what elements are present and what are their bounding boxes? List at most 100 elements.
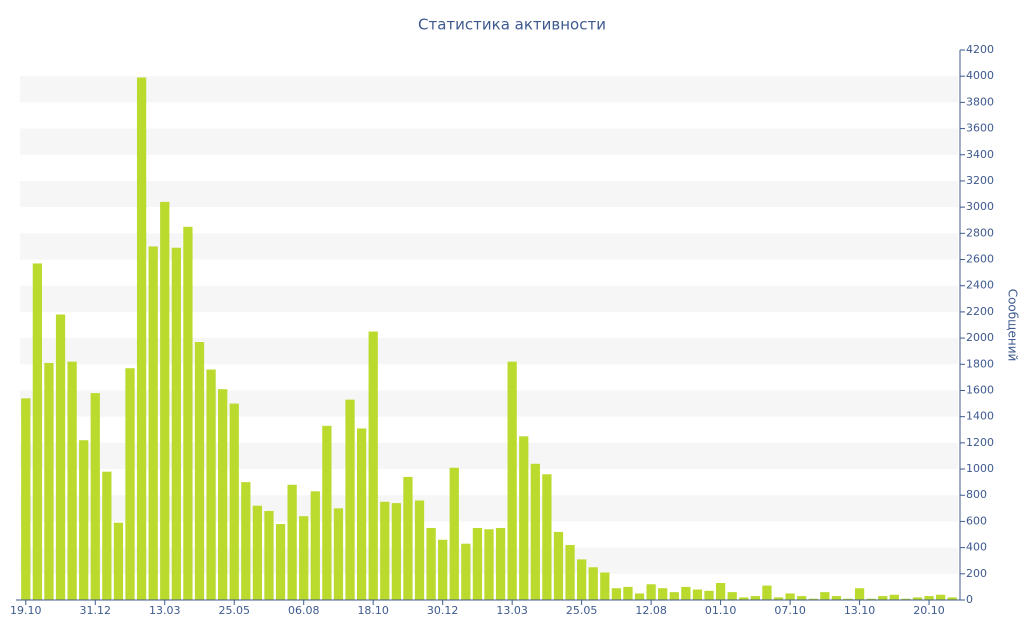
bar bbox=[113, 522, 124, 600]
bar bbox=[507, 361, 517, 600]
bar bbox=[658, 588, 668, 600]
bar bbox=[495, 527, 506, 600]
grid-band bbox=[20, 128, 958, 155]
x-tick-label: 30.12 bbox=[427, 604, 459, 617]
y-axis-label: Сообщений bbox=[1006, 289, 1020, 362]
bar bbox=[472, 527, 483, 600]
y-tick-label: 2200 bbox=[966, 305, 994, 318]
bar bbox=[692, 589, 703, 600]
bar bbox=[183, 226, 193, 601]
bar bbox=[299, 516, 309, 600]
bar bbox=[727, 592, 737, 600]
bar bbox=[218, 389, 228, 600]
bar bbox=[21, 398, 31, 600]
bar bbox=[461, 543, 471, 600]
bar bbox=[438, 539, 448, 600]
bar bbox=[924, 596, 934, 600]
x-tick-label: 06.08 bbox=[288, 604, 320, 617]
x-tick-label: 13.03 bbox=[496, 604, 528, 617]
x-tick-label: 20.10 bbox=[913, 604, 945, 617]
bar bbox=[414, 500, 425, 600]
bar bbox=[820, 592, 830, 600]
grid-band bbox=[20, 180, 958, 208]
y-tick-label: 1600 bbox=[966, 383, 994, 396]
bar bbox=[125, 368, 135, 600]
bar bbox=[264, 510, 274, 600]
bar bbox=[530, 463, 540, 600]
bar bbox=[333, 508, 344, 600]
grid-band bbox=[20, 76, 958, 103]
bar bbox=[878, 596, 888, 600]
y-tick-label: 3400 bbox=[966, 148, 994, 161]
bar bbox=[588, 567, 598, 600]
x-tick-label: 13.10 bbox=[844, 604, 876, 617]
bar bbox=[449, 467, 459, 600]
bar bbox=[866, 598, 876, 600]
bar bbox=[252, 505, 263, 600]
y-tick-label: 4000 bbox=[966, 69, 994, 82]
x-tick-label: 01.10 bbox=[705, 604, 737, 617]
y-tick-label: 400 bbox=[966, 541, 987, 554]
bar bbox=[739, 597, 749, 600]
bar bbox=[773, 597, 784, 600]
y-tick-label: 2000 bbox=[966, 331, 994, 344]
x-tick-label: 07.10 bbox=[774, 604, 806, 617]
bar bbox=[403, 476, 413, 600]
bar bbox=[171, 247, 181, 600]
y-tick-label: 200 bbox=[966, 567, 987, 580]
bar bbox=[785, 593, 795, 600]
bar bbox=[935, 594, 946, 600]
bar bbox=[368, 331, 378, 600]
bar bbox=[912, 597, 923, 600]
y-tick-label: 2800 bbox=[966, 226, 994, 239]
bar bbox=[241, 482, 251, 600]
y-tick-label: 3800 bbox=[966, 95, 994, 108]
bar bbox=[160, 201, 170, 600]
y-tick-label: 2600 bbox=[966, 253, 994, 266]
x-tick-label: 31.12 bbox=[80, 604, 112, 617]
bar bbox=[669, 592, 679, 600]
bar bbox=[681, 586, 691, 600]
chart-title: Статистика активности bbox=[418, 16, 606, 34]
bar bbox=[553, 531, 564, 600]
bar bbox=[484, 529, 494, 600]
bar bbox=[577, 559, 587, 600]
bar bbox=[275, 524, 286, 600]
bar bbox=[356, 428, 367, 600]
bar bbox=[90, 393, 100, 600]
bar bbox=[634, 593, 645, 600]
bar bbox=[44, 362, 54, 600]
bar bbox=[148, 246, 158, 600]
bar bbox=[519, 436, 529, 600]
bar bbox=[67, 361, 77, 600]
y-tick-label: 2400 bbox=[966, 279, 994, 292]
bar bbox=[102, 471, 112, 600]
bar bbox=[889, 594, 899, 600]
bar bbox=[704, 590, 714, 600]
bar bbox=[206, 369, 216, 600]
y-tick-label: 4200 bbox=[966, 43, 994, 56]
bar bbox=[750, 596, 760, 600]
bar bbox=[287, 484, 297, 600]
bar bbox=[194, 342, 205, 600]
bar bbox=[901, 598, 911, 600]
bar bbox=[611, 588, 622, 600]
bar bbox=[797, 596, 807, 600]
bar bbox=[391, 503, 401, 600]
bar bbox=[843, 598, 853, 600]
bar bbox=[947, 597, 957, 600]
y-tick-label: 3000 bbox=[966, 200, 994, 213]
bar bbox=[136, 77, 147, 600]
y-tick-label: 1400 bbox=[966, 410, 994, 423]
bar bbox=[79, 440, 89, 600]
y-tick-label: 3600 bbox=[966, 122, 994, 135]
x-tick-label: 25.05 bbox=[218, 604, 250, 617]
x-tick-label: 18.10 bbox=[357, 604, 389, 617]
bar bbox=[55, 314, 66, 600]
bar bbox=[380, 501, 390, 600]
bar bbox=[646, 584, 656, 600]
bar bbox=[854, 588, 865, 600]
bar bbox=[345, 399, 355, 600]
bar bbox=[542, 474, 552, 600]
